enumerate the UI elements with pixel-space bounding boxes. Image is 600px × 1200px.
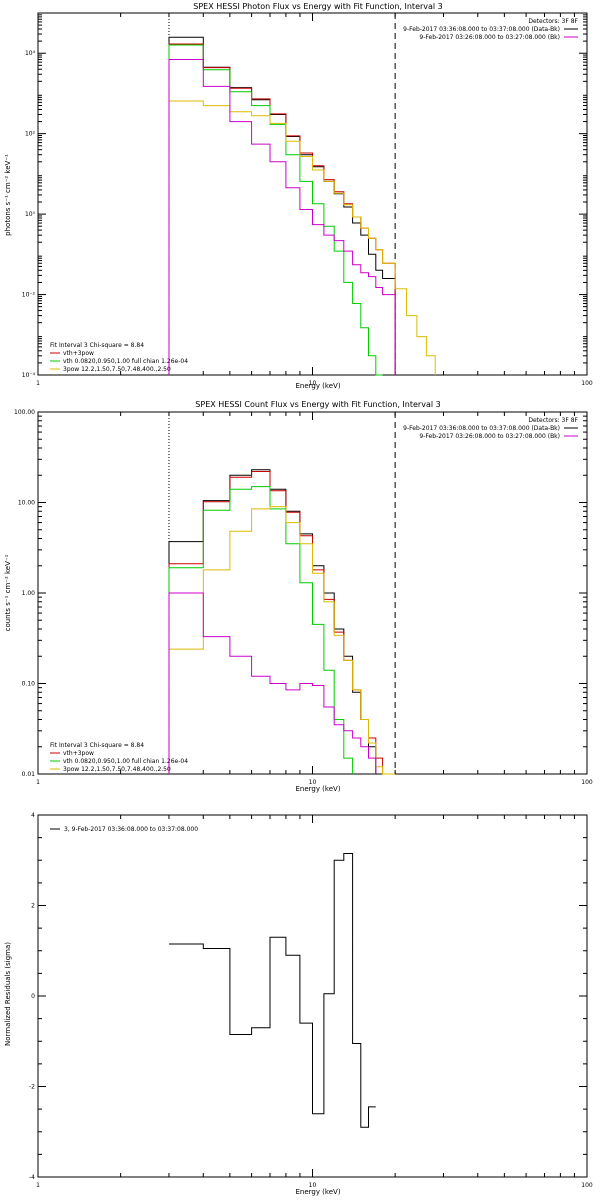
x-tick-label: 10	[309, 779, 317, 786]
residuals-legend: 3, 9-Feb-2017 03:36:08.000 to 03:37:08.0…	[64, 826, 198, 833]
series-bk	[168, 59, 396, 375]
count-legend-3pow: 3pow 12.2,1.50,7.50,7.48,400.,2.50	[63, 766, 171, 773]
count-flux-ylabel: counts s⁻¹ cm⁻² keV⁻¹	[4, 554, 12, 631]
photon-legend-vth3pow: vth+3pow	[63, 350, 94, 357]
series-vth	[168, 44, 383, 376]
count-flux-chart: SPEX HESSI Count Flux vs Energy with Fit…	[4, 400, 593, 793]
x-axis-ticks	[37, 815, 575, 1177]
series-bk	[168, 592, 377, 774]
series-3pow	[168, 506, 396, 775]
series-vth	[168, 486, 354, 774]
photon-flux-title: SPEX HESSI Photon Flux vs Energy with Fi…	[193, 2, 443, 11]
x-tick-label: 100	[581, 380, 593, 387]
residuals-chart: Energy (keV) Normalized Residuals (sigma…	[4, 812, 593, 1196]
x-tick-label: 1	[36, 1182, 40, 1189]
photon-flux-xlabel: Energy (keV)	[295, 382, 340, 390]
y-tick-label: 10⁻²	[22, 292, 36, 299]
series-residuals	[169, 853, 376, 1128]
photon-flux-detector-line1: 9-Feb-2017 03:36:08.000 to 03:37:08.000 …	[403, 26, 560, 33]
y-tick-label: 1.00	[22, 590, 36, 597]
count-legend-vth: vth 0.0820,0.950,1.00 full chian 1.26e-0…	[63, 758, 188, 765]
y-tick-label: 10⁴	[25, 50, 36, 57]
x-tick-label: 10	[309, 380, 317, 387]
photon-flux-legend-header: Fit Interval 3 Chi-square = 8.84	[50, 342, 144, 349]
count-flux-title: SPEX HESSI Count Flux vs Energy with Fit…	[195, 400, 440, 409]
photon-flux-detector-line2: 9-Feb-2017 03:26:08.000 to 03:27:08.000 …	[419, 34, 560, 41]
photon-flux-chart: SPEX HESSI Photon Flux vs Energy with Fi…	[4, 2, 593, 390]
x-axis-ticks	[37, 13, 575, 375]
count-flux-xlabel: Energy (keV)	[295, 785, 340, 793]
photon-legend-vth: vth 0.0820,0.950,1.00 full chian 1.26e-0…	[63, 358, 188, 365]
photon-flux-detectors: Detectors: 3F 8F	[528, 18, 578, 25]
series-3pow	[168, 100, 436, 375]
y-tick-label: 10⁻⁴	[22, 372, 36, 379]
y-tick-label: 2	[31, 903, 35, 910]
plot-frame	[37, 814, 588, 1178]
y-tick-label: 0	[31, 993, 35, 1000]
residuals-xlabel: Energy (keV)	[295, 1188, 340, 1196]
count-flux-detectors: Detectors: 3F 8F	[528, 417, 578, 424]
photon-flux-ylabel: photons s⁻¹ cm⁻² keV⁻¹	[4, 154, 12, 236]
count-flux-legend-header: Fit Interval 3 Chi-square = 8.84	[50, 742, 144, 749]
y-tick-label: 4	[31, 812, 35, 819]
x-tick-label: 1	[36, 380, 40, 387]
y-tick-label: 100.00	[14, 409, 35, 416]
x-tick-label: 1	[36, 779, 40, 786]
count-legend-vth3pow: vth+3pow	[63, 750, 94, 757]
y-tick-label: 0.10	[22, 681, 36, 688]
y-tick-label: 0.01	[22, 771, 36, 778]
y-tick-label: 10²	[25, 131, 36, 138]
x-tick-label: 100	[581, 779, 593, 786]
x-axis-ticks	[37, 412, 575, 774]
y-tick-label: 10⁰	[25, 211, 36, 218]
y-tick-label: -2	[29, 1084, 35, 1091]
x-tick-label: 100	[581, 1182, 593, 1189]
residuals-ylabel: Normalized Residuals (sigma)	[4, 942, 12, 1046]
count-flux-detector-line2: 9-Feb-2017 03:26:08.000 to 03:27:08.000 …	[419, 433, 560, 440]
count-flux-detector-line1: 9-Feb-2017 03:36:08.000 to 03:37:08.000 …	[403, 425, 560, 432]
y-tick-label: 10.00	[18, 500, 35, 507]
x-tick-label: 10	[309, 1182, 317, 1189]
y-tick-label: -4	[29, 1174, 35, 1181]
photon-legend-3pow: 3pow 12.2,1.50,7.50,7.48,400.,2.50	[63, 366, 171, 373]
